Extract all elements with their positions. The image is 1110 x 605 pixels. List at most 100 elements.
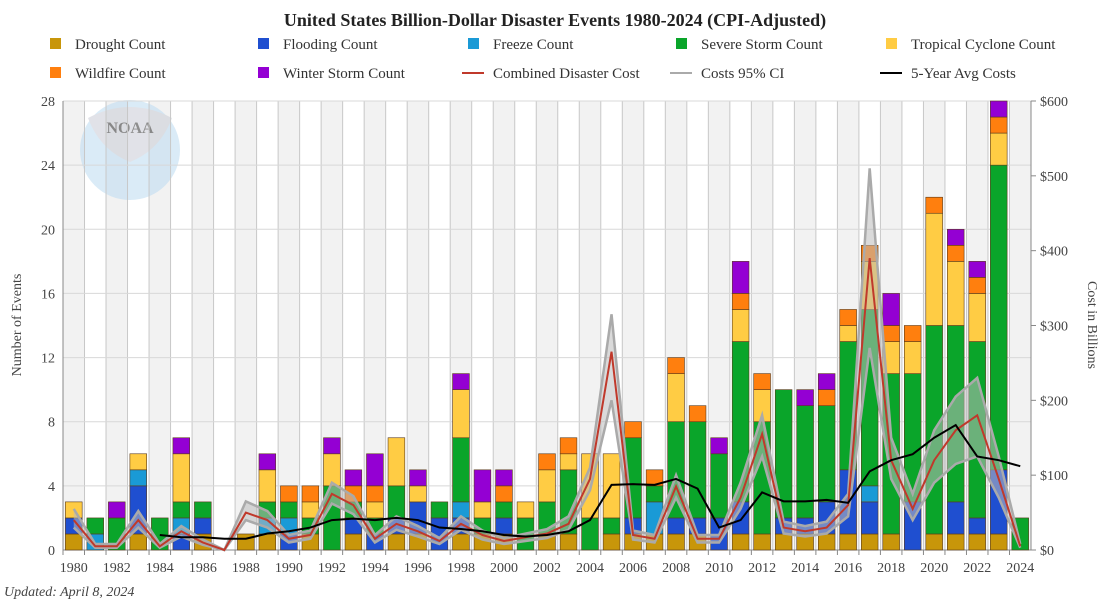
bar-segment-winter-storm-count	[947, 228, 965, 246]
bar-segment-wildfire-count	[624, 421, 642, 439]
bar-segment-tropical-cyclone-count	[258, 469, 277, 503]
bar-segment-drought-count	[344, 533, 363, 551]
bar-segment-flooding-count	[194, 517, 212, 535]
bar-segment-severe-storm-count	[387, 485, 406, 519]
bar-segment-severe-storm-count	[817, 405, 836, 503]
bar-segment-tropical-cyclone-count	[559, 453, 578, 471]
bar-segment-tropical-cyclone-count	[366, 501, 384, 519]
legend-swatch-icon	[468, 38, 479, 49]
bg-stripe	[149, 101, 171, 550]
bg-stripe	[235, 101, 257, 550]
legend-item-label: Tropical Cyclone Count	[911, 37, 1056, 53]
bar-segment-winter-storm-count	[817, 373, 836, 390]
noaa-logo-text: NOAA	[106, 120, 154, 137]
chart-title: United States Billion-Dollar Disaster Ev…	[284, 10, 826, 31]
bar-segment-flooding-count	[495, 517, 513, 535]
bar-segment-winter-storm-count	[796, 389, 814, 406]
bar-segment-drought-count	[258, 533, 277, 551]
bar-segment-winter-storm-count	[495, 469, 513, 487]
bar-segment-freeze-count	[860, 485, 879, 503]
legend-item-label: Wildfire Count	[75, 66, 166, 82]
bar-segment-severe-storm-count	[688, 421, 707, 519]
y2-tick-label: $300	[1040, 320, 1068, 335]
bar-segment-severe-storm-count	[990, 164, 1008, 471]
bar-segment-tropical-cyclone-count	[409, 485, 427, 503]
x-tick-label: 2000	[490, 561, 518, 576]
bar-segment-winter-storm-count	[452, 373, 470, 390]
ci-line-low	[72, 347, 1022, 552]
bar-segment-severe-storm-count	[172, 501, 191, 519]
x-tick-label: 2022	[963, 561, 991, 576]
legend-swatch-icon	[258, 38, 269, 49]
x-tick-label: 2018	[877, 561, 905, 576]
y2-tick-label: $500	[1040, 170, 1068, 185]
bar-segment-winter-storm-count	[366, 453, 384, 487]
bar-segment-drought-count	[860, 533, 879, 551]
bar-segment-winter-storm-count	[968, 261, 986, 278]
bar-segment-severe-storm-count	[86, 517, 104, 535]
x-tick-label: 1994	[361, 561, 389, 576]
bar-segment-wildfire-count	[559, 437, 578, 455]
legend-swatch-icon	[886, 38, 897, 49]
bar-segment-wildfire-count	[688, 405, 707, 423]
bar-segment-drought-count	[774, 533, 793, 551]
legend-item-label: Freeze Count	[493, 37, 574, 53]
bar-segment-drought-count	[667, 533, 685, 551]
y2-tick-label: $100	[1040, 469, 1068, 484]
bar-segment-wildfire-count	[538, 453, 556, 471]
bar-segment-tropical-cyclone-count	[947, 261, 965, 326]
legend-item-label: 5-Year Avg Costs	[911, 66, 1016, 82]
bar-segment-wildfire-count	[301, 485, 320, 503]
y-tick-label: 16	[41, 287, 55, 302]
bar-segment-wildfire-count	[280, 485, 298, 503]
y-tick-label: 4	[48, 480, 55, 495]
bg-stripe	[536, 101, 558, 550]
x-tick-label: 1990	[275, 561, 303, 576]
bar-segment-tropical-cyclone-count	[516, 501, 535, 519]
bar-segment-tropical-cyclone-count	[667, 373, 685, 423]
bar-segment-freeze-count	[129, 469, 147, 487]
bar-segment-flooding-count	[860, 501, 879, 535]
y2-tick-label: $0	[1040, 544, 1054, 559]
bar-segment-drought-count	[602, 533, 621, 551]
bar-segment-severe-storm-count	[645, 485, 664, 503]
bar-segment-flooding-count	[947, 501, 965, 535]
bar-segment-tropical-cyclone-count	[925, 212, 943, 326]
bar-segment-drought-count	[947, 533, 965, 551]
bar-segment-wildfire-count	[753, 373, 771, 390]
line-5-year-avg-costs	[159, 423, 1021, 540]
bar-segment-drought-count	[129, 533, 147, 551]
x-tick-label: 2024	[1006, 561, 1034, 576]
y-axis-label: Number of Events	[10, 274, 25, 377]
y-tick-label: 0	[48, 544, 55, 559]
bar-segment-drought-count	[753, 533, 771, 551]
x-tick-label: 2002	[533, 561, 561, 576]
bar-segment-flooding-count	[667, 517, 685, 535]
bar-segment-wildfire-count	[495, 485, 513, 503]
bar-segment-drought-count	[882, 533, 900, 551]
x-tick-label: 1998	[447, 561, 475, 576]
legend-item-label: Combined Disaster Cost	[493, 66, 640, 82]
bar-segment-drought-count	[65, 533, 83, 551]
bar-segment-winter-storm-count	[990, 100, 1008, 118]
x-tick-label: 1984	[146, 561, 174, 576]
plot-area: NOAA0481216202428$0$100$200$300$400$500$…	[41, 95, 1068, 576]
x-tick-label: 1996	[404, 561, 432, 576]
x-tick-label: 1980	[60, 561, 88, 576]
x-tick-label: 2010	[705, 561, 733, 576]
bar-segment-wildfire-count	[990, 116, 1008, 134]
x-tick-label: 2008	[662, 561, 690, 576]
bar-segment-tropical-cyclone-count	[452, 389, 470, 439]
y-tick-label: 24	[41, 159, 55, 174]
bar-segment-tropical-cyclone-count	[538, 469, 556, 503]
bg-stripe	[407, 101, 429, 550]
bar-segment-drought-count	[968, 533, 986, 551]
legend: Drought Count Flooding Count Freeze Count S…	[50, 37, 1056, 82]
y2-tick-label: $200	[1040, 394, 1068, 409]
x-tick-label: 2012	[748, 561, 776, 576]
x-tick-label: 2006	[619, 561, 647, 576]
bar-segment-wildfire-count	[882, 325, 900, 342]
x-tick-label: 2020	[920, 561, 948, 576]
bar-segment-drought-count	[817, 533, 836, 551]
legend-item-label: Winter Storm Count	[283, 66, 406, 82]
